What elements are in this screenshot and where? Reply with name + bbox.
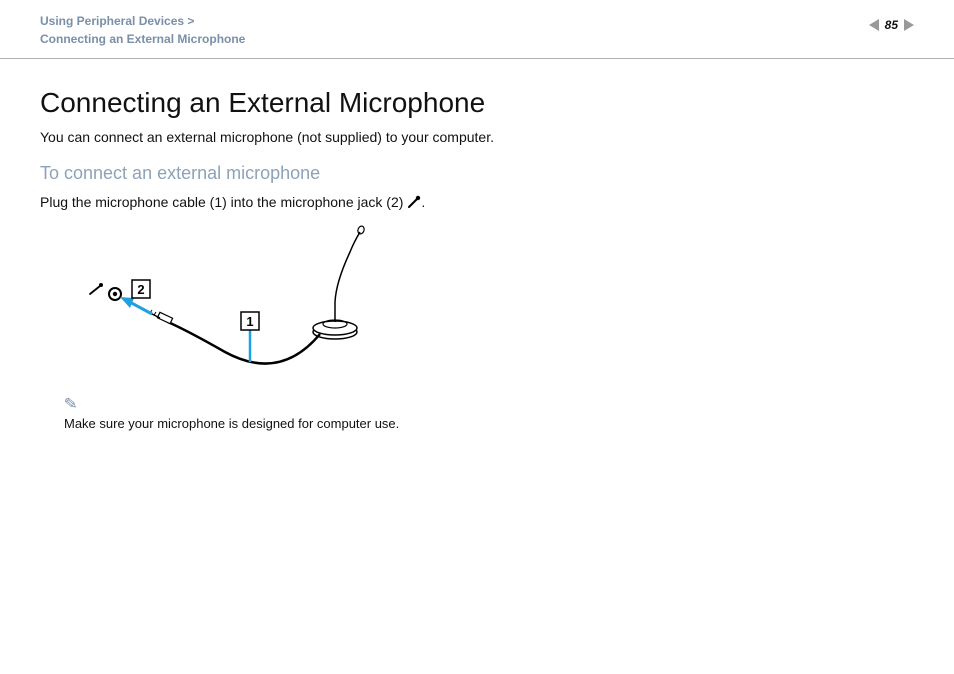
next-page-icon[interactable]	[904, 19, 914, 31]
note-block: ✎ Make sure your microphone is designed …	[64, 394, 914, 431]
section-subhead: To connect an external microphone	[40, 163, 914, 184]
diagram-label-2: 2	[132, 280, 150, 298]
step-text: Plug the microphone cable (1) into the m…	[40, 194, 914, 212]
note-text: Make sure your microphone is designed fo…	[64, 416, 914, 431]
breadcrumb: Using Peripheral Devices > Connecting an…	[40, 12, 245, 48]
diagram-label-1: 1	[241, 312, 259, 362]
prev-page-icon[interactable]	[869, 19, 879, 31]
svg-text:1: 1	[246, 314, 253, 329]
step-suffix: .	[421, 194, 425, 210]
jack-drawing	[90, 283, 121, 300]
plug-drawing	[148, 310, 173, 324]
page-title: Connecting an External Microphone	[40, 87, 914, 119]
arrow-drawing	[120, 297, 152, 314]
connection-diagram: 2 1	[60, 222, 420, 382]
breadcrumb-section: Using Peripheral Devices >	[40, 12, 245, 30]
page-number: 85	[885, 18, 898, 32]
microphone-icon	[407, 195, 421, 212]
svg-text:2: 2	[137, 282, 144, 297]
page-header: Using Peripheral Devices > Connecting an…	[0, 0, 954, 59]
microphone-drawing	[313, 225, 365, 339]
step-prefix: Plug the microphone cable (1) into the m…	[40, 194, 407, 210]
breadcrumb-page: Connecting an External Microphone	[40, 30, 245, 48]
intro-text: You can connect an external microphone (…	[40, 129, 914, 145]
note-icon: ✎	[63, 393, 78, 414]
page-navigation: 85	[869, 18, 914, 32]
page-content: Connecting an External Microphone You ca…	[0, 59, 954, 431]
